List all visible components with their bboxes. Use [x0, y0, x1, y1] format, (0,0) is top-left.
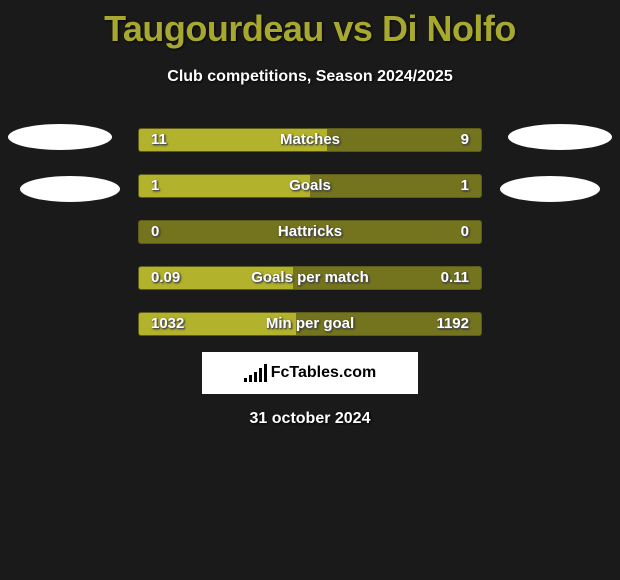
comparison-widget: Taugourdeau vs Di Nolfo Club competition…	[0, 0, 620, 336]
stat-label: Min per goal	[266, 315, 354, 332]
stat-bar-track: 1 1 Goals	[138, 174, 482, 198]
stat-row: 11 9 Matches	[0, 128, 620, 152]
stat-bar-track: 0.09 0.11 Goals per match	[138, 266, 482, 290]
stat-value-right: 9	[461, 131, 469, 148]
stat-label: Hattricks	[278, 223, 342, 240]
stat-bar-track: 1032 1192 Min per goal	[138, 312, 482, 336]
chart-icon	[244, 364, 267, 382]
stat-bar-track: 0 0 Hattricks	[138, 220, 482, 244]
stats-list: 119Matches11Goals00Hattricks0.090.11Goal…	[0, 128, 620, 336]
stat-value-right: 0.11	[441, 269, 469, 286]
stat-value-left: 0	[151, 223, 159, 240]
subtitle: Club competitions, Season 2024/2025	[0, 68, 620, 86]
stat-value-right: 0	[461, 223, 469, 240]
stat-row: 0 0 Hattricks	[0, 220, 620, 244]
stat-row: 0.09 0.11 Goals per match	[0, 266, 620, 290]
stat-value-right: 1	[461, 177, 469, 194]
page-title: Taugourdeau vs Di Nolfo	[0, 0, 620, 50]
stat-bar-track: 11 9 Matches	[138, 128, 482, 152]
fctables-logo[interactable]: FcTables.com	[202, 352, 418, 394]
footer-date: 31 october 2024	[250, 410, 371, 428]
stat-label: Goals	[289, 177, 331, 194]
stat-label: Goals per match	[251, 269, 369, 286]
stat-value-left: 11	[151, 131, 167, 148]
stat-row: 1032 1192 Min per goal	[0, 312, 620, 336]
stat-value-left: 1	[151, 177, 159, 194]
stat-row: 1 1 Goals	[0, 174, 620, 198]
stat-value-right: 1192	[436, 315, 469, 332]
stat-value-left: 1032	[151, 315, 184, 332]
stat-value-left: 0.09	[151, 269, 180, 286]
logo-text: FcTables.com	[271, 364, 377, 382]
stat-bar-fill-left	[139, 175, 310, 197]
stat-label: Matches	[280, 131, 340, 148]
